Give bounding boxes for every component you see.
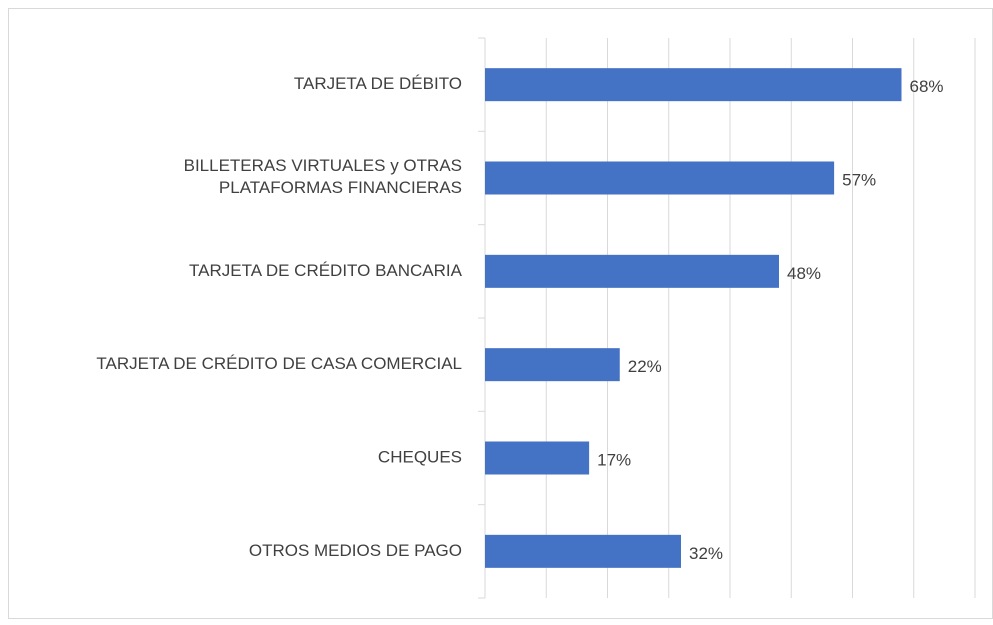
bar	[485, 68, 902, 102]
data-label: 57%	[842, 170, 876, 189]
y-tick-label: CHEQUES	[378, 447, 462, 466]
data-label: 68%	[910, 77, 944, 96]
data-label: 17%	[597, 450, 631, 469]
y-tick-label: OTROS MEDIOS DE PAGO	[249, 541, 462, 560]
y-tick-label: TARJETA DE DÉBITO	[294, 74, 462, 93]
bar	[485, 534, 681, 568]
data-label: 32%	[689, 544, 723, 563]
y-tick-label: BILLETERAS VIRTUALES y OTRAS PLATAFORMAS …	[184, 156, 462, 197]
data-label: 48%	[787, 264, 821, 283]
y-tick-label: TARJETA DE CRÉDITO DE CASA COMERCIAL	[96, 354, 462, 373]
y-tick-label: TARJETA DE CRÉDITO BANCARIA	[189, 261, 463, 280]
data-label: 22%	[628, 357, 662, 376]
bar	[485, 254, 779, 288]
bar	[485, 441, 590, 475]
bar	[485, 161, 835, 195]
chart-border	[8, 8, 993, 619]
bar	[485, 348, 620, 382]
